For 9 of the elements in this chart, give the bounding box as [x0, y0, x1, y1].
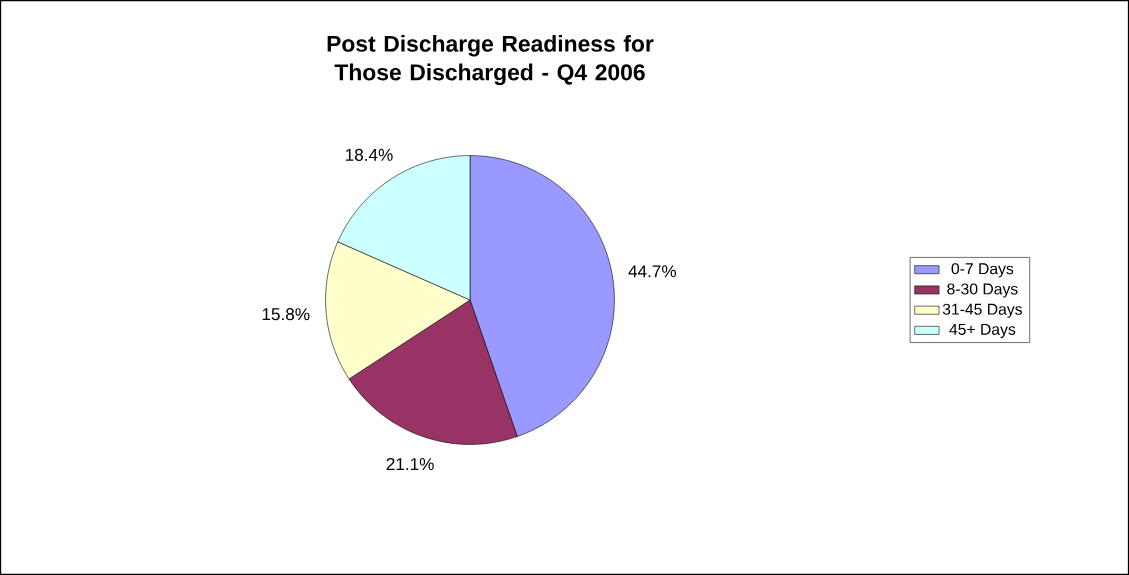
- data-label: 15.8%: [262, 308, 310, 321]
- legend-label: 31-45 Days: [942, 303, 1022, 318]
- legend-label: 45+ Days: [949, 323, 1016, 338]
- data-label: 44.7%: [628, 265, 677, 278]
- legend-label: 0-7 Days: [951, 263, 1014, 278]
- chart-title: Post Discharge Readiness for Those Discharged - Q4 2006: [327, 35, 654, 86]
- data-label: 21.1%: [386, 457, 434, 471]
- legend-label: 8-30 Days: [947, 283, 1018, 298]
- data-label: 18.4%: [345, 148, 393, 161]
